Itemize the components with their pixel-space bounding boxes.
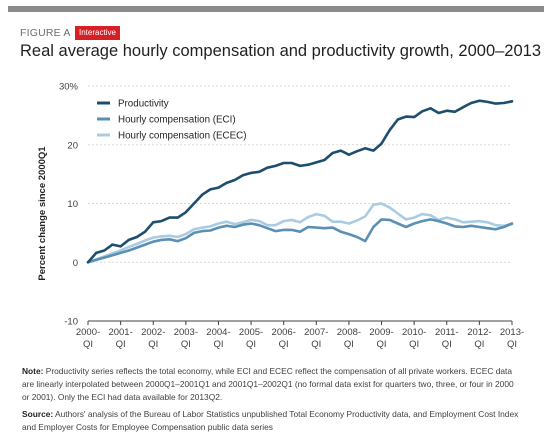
note-paragraph: Note: Productivity series reflects the t… (22, 365, 522, 404)
note-text: Productivity series reflects the total e… (22, 366, 514, 402)
x-tick-label-quarter: QI (181, 339, 191, 350)
x-tick-label-quarter: QI (213, 339, 223, 350)
source-text: Authors' analysis of the Bureau of Labor… (22, 409, 519, 432)
series-line-1 (86, 218, 514, 264)
y-tick-label: -10 (64, 317, 78, 328)
figure-label: FIGURE A (20, 27, 71, 39)
x-tick-label-quarter: QI (507, 339, 517, 350)
y-tick-label: 10 (67, 199, 78, 210)
x-tick-label-year: 2006- (272, 327, 296, 338)
source-paragraph: Source: Authors' analysis of the Bureau … (22, 408, 522, 434)
x-tick-label-year: 2001- (108, 327, 132, 338)
x-tick-label-quarter: QI (442, 339, 452, 350)
x-tick-label-year: 2002- (141, 327, 165, 338)
x-tick-label-year: 2012- (467, 327, 491, 338)
series-line-0 (86, 99, 514, 264)
chart-area: -10 0 10 20 30% Percent change since 2000Q1 20… (37, 82, 524, 351)
note-label: Note: (22, 366, 44, 376)
x-tick-label-year: 2010- (402, 327, 426, 338)
x-tick-label-quarter: QI (474, 339, 484, 350)
x-tick-label-quarter: QI (377, 339, 387, 350)
x-tick-label-quarter: QI (148, 339, 158, 350)
x-tick-label-year: 2005- (239, 327, 263, 338)
x-tick-label-quarter: QI (246, 339, 256, 350)
series-line-2 (86, 202, 514, 264)
line-chart: -10 0 10 20 30% Percent change since 2000Q1 20… (37, 82, 524, 351)
x-tick-label-quarter: QI (311, 339, 321, 350)
x-tick-label-quarter: QI (83, 339, 93, 350)
x-tick-label-quarter: QI (409, 339, 419, 350)
x-tick-label-quarter: QI (344, 339, 354, 350)
top-rule (8, 6, 544, 12)
x-tick-label-year: 2008- (337, 327, 361, 338)
x-tick-label-year: 2007- (304, 327, 328, 338)
y-tick-label: 30% (59, 82, 79, 93)
interactive-badge[interactable]: Interactive (75, 26, 120, 40)
x-tick-label-year: 2009- (369, 327, 393, 338)
chart-notes: Note: Productivity series reflects the t… (22, 365, 522, 438)
source-label: Source: (22, 409, 54, 419)
x-tick-label-year: 2004- (206, 327, 230, 338)
y-axis-label: Percent change since 2000Q1 (37, 146, 48, 281)
x-tick-label-year: 2000- (76, 327, 100, 338)
legend-label: Productivity (118, 99, 169, 110)
x-tick-label-year: 2011- (435, 327, 459, 338)
x-tick-label-year: 2003- (174, 327, 198, 338)
chart-title: Real average hourly compensation and pro… (20, 42, 541, 60)
legend-label: Hourly compensation (ECI) (118, 115, 236, 126)
x-tick-label-quarter: QI (279, 339, 289, 350)
x-tick-label-quarter: QI (116, 339, 126, 350)
y-tick-label: 0 (73, 258, 78, 269)
y-tick-label: 20 (67, 140, 78, 151)
x-tick-label-year: 2013- (500, 327, 524, 338)
legend-label: Hourly compensation (ECEC) (118, 131, 247, 142)
